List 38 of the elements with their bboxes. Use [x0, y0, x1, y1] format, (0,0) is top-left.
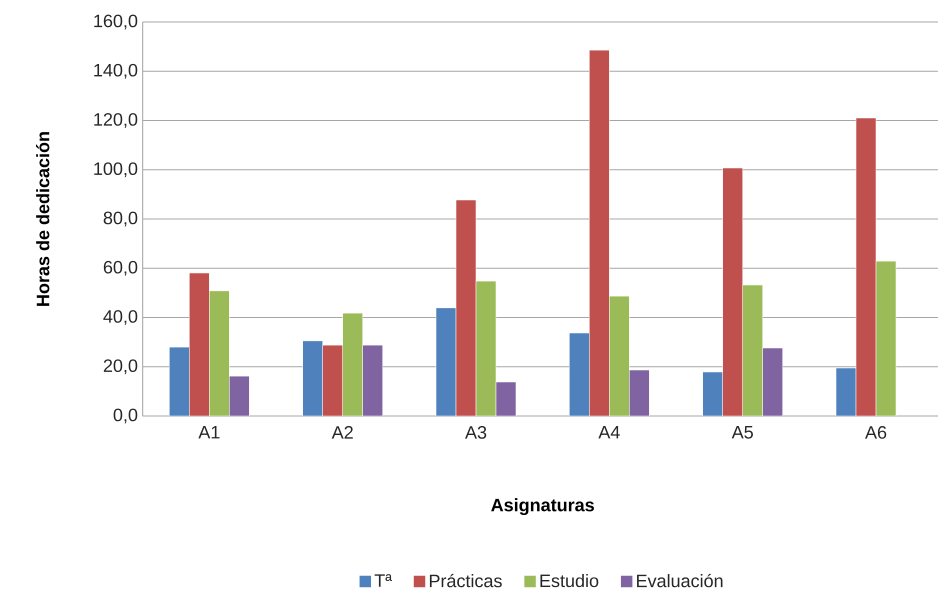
y-tick-label: 60,0: [104, 260, 138, 276]
bar: [742, 284, 763, 416]
y-tick-label: 40,0: [103, 310, 138, 325]
bar: [876, 260, 896, 416]
bar: [362, 344, 383, 416]
x-tick-label: A4: [598, 426, 620, 438]
legend-label: Estudio: [540, 574, 598, 588]
bar: [476, 280, 496, 416]
bar: [609, 296, 630, 416]
x-tick-label: A6: [865, 426, 886, 439]
y-tick-label: 160,0: [94, 14, 138, 30]
x-tick-label: A5: [732, 426, 753, 439]
bar: [702, 372, 723, 416]
bar: [836, 368, 856, 416]
x-axis-title: Asignaturas: [491, 498, 594, 516]
bar: [762, 348, 783, 416]
bar: [169, 346, 190, 416]
y-tick-label: 0,0: [114, 408, 138, 424]
bar: [496, 382, 516, 416]
legend-label: Evaluación: [637, 574, 722, 588]
y-tick-label: 100,0: [94, 162, 138, 178]
y-tick-label: 80,0: [104, 212, 138, 226]
y-tick-label: 20,0: [104, 359, 138, 374]
bar: [569, 332, 590, 416]
bar: [342, 312, 363, 416]
y-tick-label: 120,0: [94, 113, 138, 128]
x-tick-label: A1: [198, 426, 220, 438]
legend-label: Prácticas: [430, 574, 502, 588]
bar: [436, 308, 456, 416]
y-tick-label: 140,0: [94, 64, 138, 79]
legend-label: Tª: [374, 574, 392, 587]
bar: [209, 290, 230, 416]
bar: [302, 340, 323, 416]
x-tick-label: A2: [332, 426, 353, 439]
y-axis-title: Horas de dedicación: [36, 132, 50, 306]
x-tick-label: A3: [465, 426, 486, 439]
bar: [629, 370, 650, 416]
bar: [229, 376, 250, 416]
